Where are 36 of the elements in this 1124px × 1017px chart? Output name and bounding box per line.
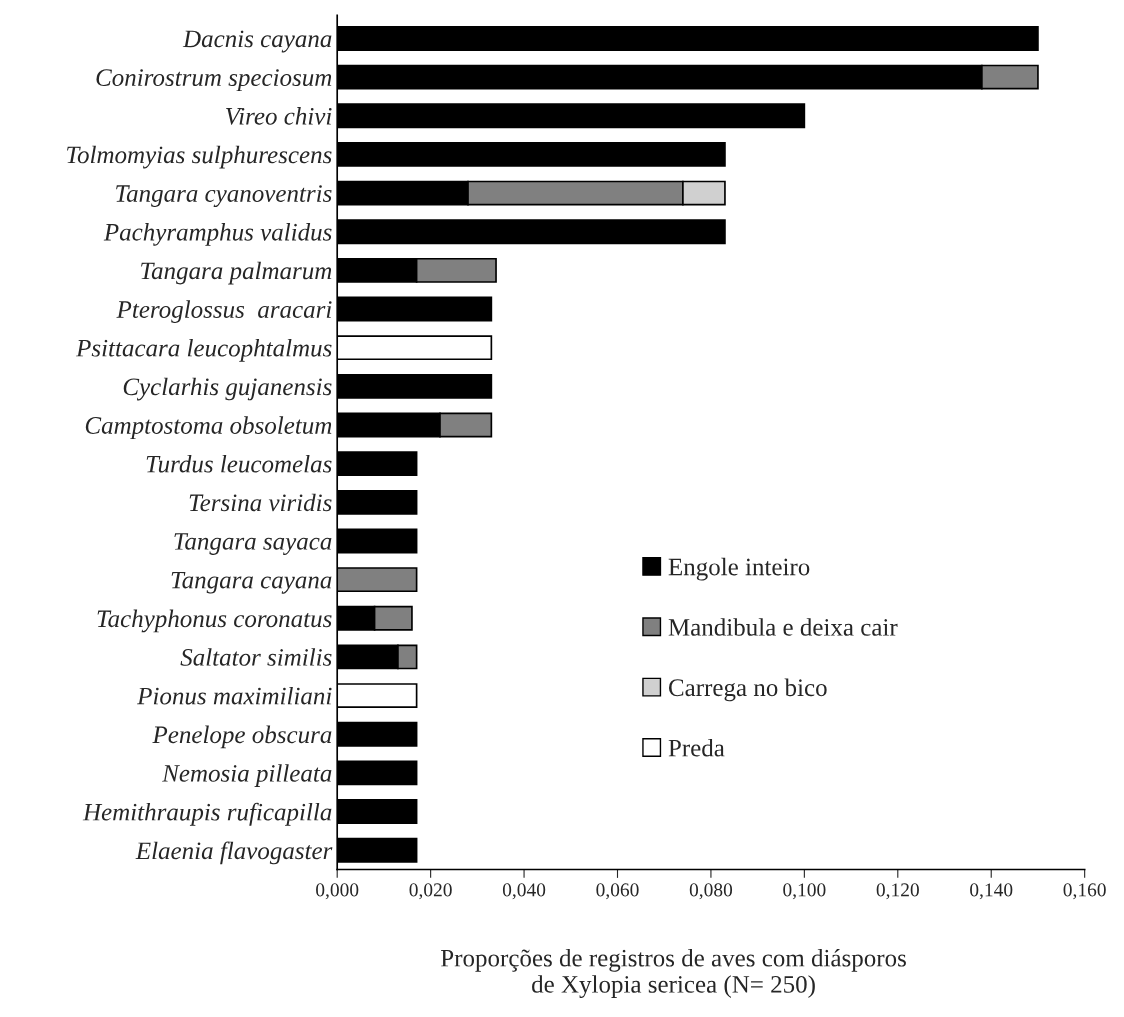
y-tick-label: Tangara sayaca xyxy=(174,533,332,555)
y-tick-label: Elaenia flavogaster xyxy=(135,841,333,865)
x-tick-label: 0,100 xyxy=(783,883,826,900)
y-tick-label: Conirostrum speciosum xyxy=(96,69,332,92)
legend-label: Mandibula e deixa cair xyxy=(668,618,898,636)
x-tick-label: 0,160 xyxy=(1063,883,1106,900)
y-tick-label: Camptostoma obsoletum xyxy=(85,416,332,439)
y-tick-label: Saltator similis xyxy=(180,648,332,666)
legend-label: Carrega no bico xyxy=(668,678,827,702)
x-tick-label: 0,060 xyxy=(596,883,639,900)
y-tick-label: Tolmomyias sulphurescens xyxy=(67,145,332,169)
y-tick-label: Psittacara leucophtalmus xyxy=(75,339,332,362)
y-tick-label: Tangara cyanoventris xyxy=(116,185,332,208)
y-tick-label: Nemosia pilleata xyxy=(162,764,332,787)
y-tick-label: Pteroglossus aracari xyxy=(116,300,332,324)
y-tick-label: Dacnis cayana xyxy=(182,30,332,53)
x-axis-title: Proporções de registros de aves com diásporos de Xylopia sericea (N= 250) xyxy=(440,948,906,998)
x-tick-label: 0,120 xyxy=(876,883,919,900)
x-tick-label: 0,140 xyxy=(970,883,1013,900)
y-tick-label: Turdus leucomelas xyxy=(146,454,332,473)
legend-label: Preda xyxy=(668,738,725,757)
y-tick-label: Tangara cayana xyxy=(171,571,332,594)
x-tick-label: 0,080 xyxy=(689,883,733,900)
x-tick-label: 0,040 xyxy=(502,883,546,900)
y-tick-label: Pionus maximiliani xyxy=(137,686,332,705)
x-tick-label: 0,020 xyxy=(409,883,452,900)
y-tick-label: Pachyramphus validus xyxy=(103,223,332,246)
y-tick-label: Hemithraupis ruficapilla xyxy=(82,802,332,826)
y-tick-label: Tangara palmarum xyxy=(141,261,332,285)
x-tick-label: 0,000 xyxy=(316,883,359,900)
y-tick-label: Tachyphonus coronatus xyxy=(97,609,332,633)
y-tick-label: Cyclarhis gujanensis xyxy=(123,377,332,401)
y-tick-label: Vireo chivi xyxy=(226,107,332,125)
y-tick-label: Penelope obscura xyxy=(152,725,332,749)
y-tick-label: Tersina viridis xyxy=(189,493,332,512)
legend-label: Engole inteiro xyxy=(668,557,810,581)
